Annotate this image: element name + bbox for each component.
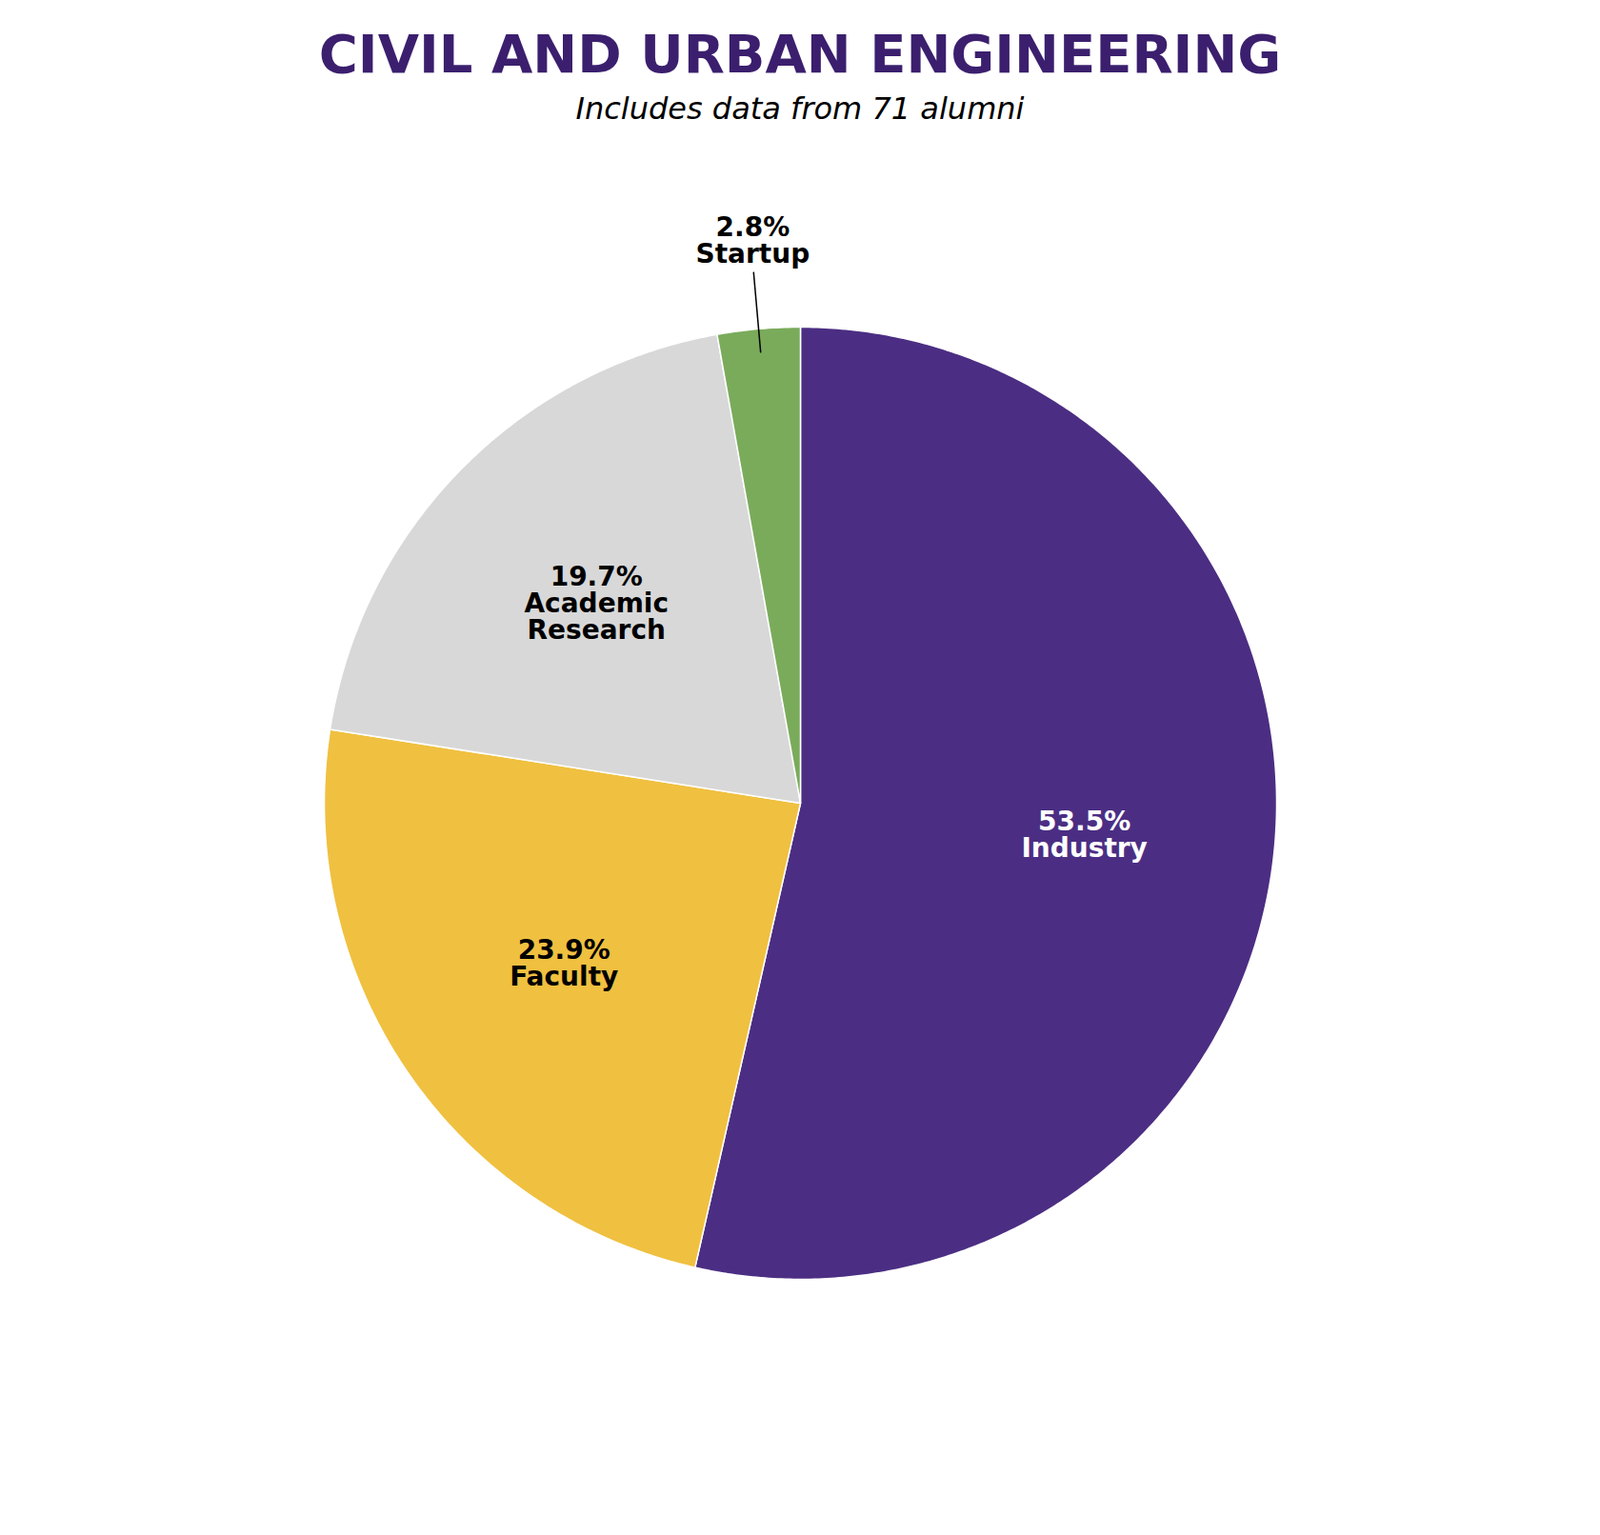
svg-text:19.7%AcademicResearch: 19.7%AcademicResearch (523, 560, 669, 646)
svg-text:53.5%Industry: 53.5%Industry (1020, 805, 1147, 864)
html-text:Includes data from 71 alumni: Includes data from 71 alumni (575, 90, 1025, 127)
svg-text:23.9%Faculty: 23.9%Faculty (509, 934, 619, 993)
html-text:CIVIL AND URBAN ENGINEERING: CIVIL AND URBAN ENGINEERING (318, 22, 1282, 85)
svg-text:2.8%Startup: 2.8%Startup (696, 211, 811, 270)
